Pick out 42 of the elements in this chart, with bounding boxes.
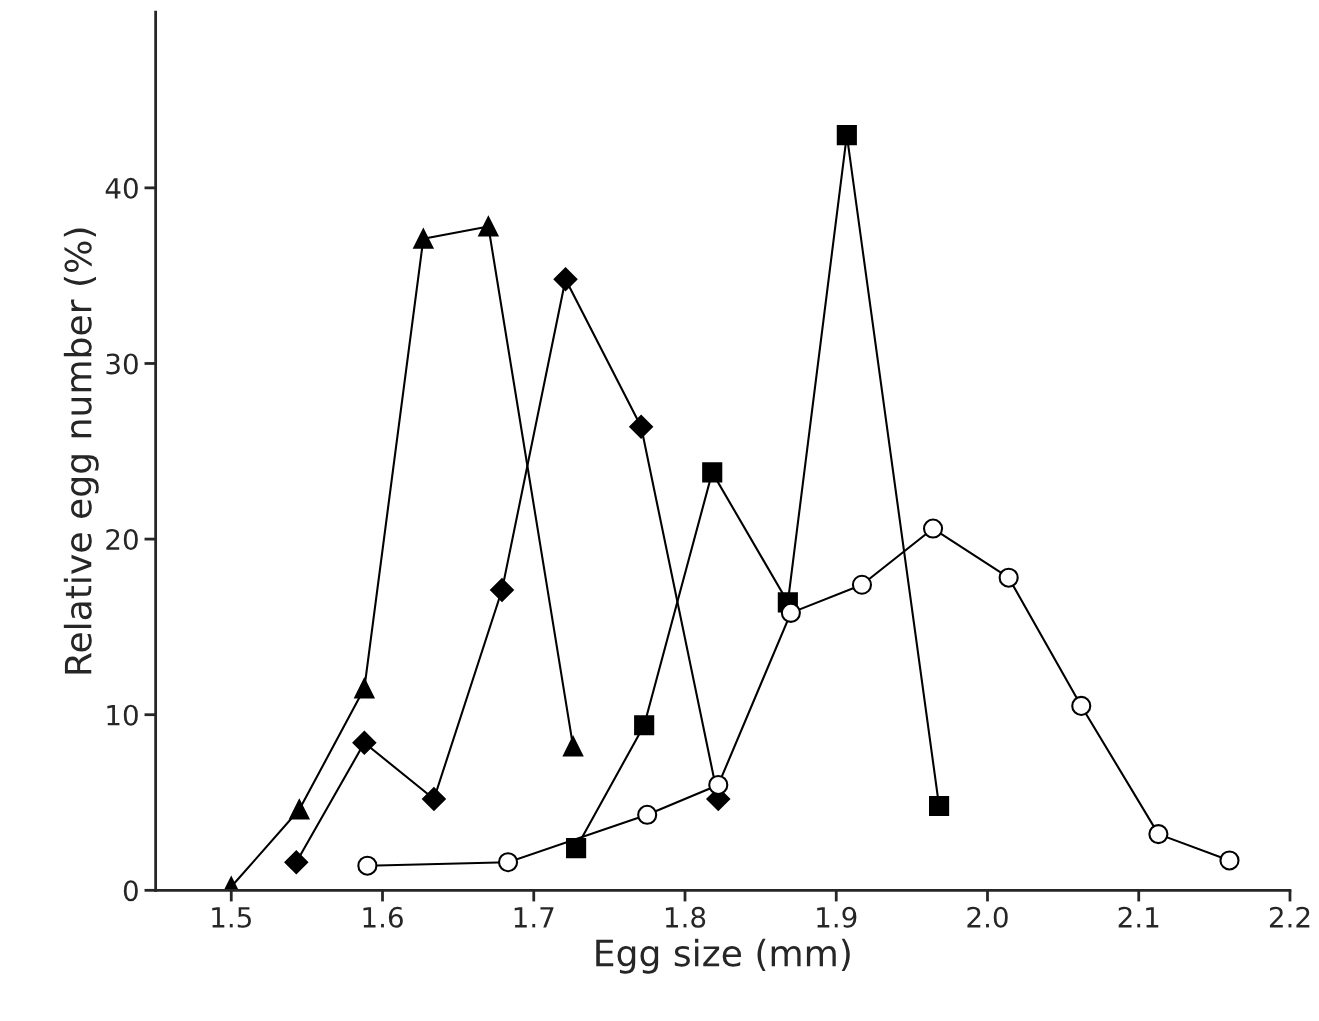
point <box>490 578 514 602</box>
x-tick-label: 1.6 <box>363 906 403 928</box>
x-tick-label: 2.1 <box>1118 906 1159 928</box>
y-tick-label: 30 <box>106 353 138 375</box>
point <box>354 678 375 699</box>
x-tick-label: 2.0 <box>967 906 1008 928</box>
x-tick-label: 1.7 <box>514 907 554 928</box>
point <box>708 774 729 796</box>
point <box>629 414 653 439</box>
point <box>357 855 378 876</box>
x-axis-title: Egg size (mm) <box>596 938 850 974</box>
point <box>352 730 377 755</box>
point <box>702 462 723 483</box>
point <box>289 799 310 820</box>
point <box>929 795 950 817</box>
point <box>780 602 801 623</box>
y-tick-label: 20 <box>106 529 138 551</box>
point <box>284 850 309 875</box>
point <box>1148 824 1169 845</box>
point <box>836 125 857 146</box>
point <box>922 518 944 539</box>
point <box>478 216 499 237</box>
y-axis-title: Relative egg number (%) <box>63 228 99 674</box>
point <box>422 787 446 811</box>
x-tick-label: 1.5 <box>212 907 251 928</box>
y-tick-label: 10 <box>107 704 138 726</box>
point <box>497 852 519 873</box>
point <box>637 804 658 825</box>
point <box>563 736 584 757</box>
point <box>851 574 873 595</box>
point <box>413 228 434 249</box>
point <box>566 838 587 859</box>
y-tick-label: 40 <box>105 177 138 199</box>
x-tick-label: 1.8 <box>665 906 706 928</box>
y-tick-label: 0 <box>123 880 138 902</box>
point <box>1071 695 1092 716</box>
x-tick-label: 2.2 <box>1269 906 1310 928</box>
point <box>634 715 655 736</box>
x-tick-label: 1.9 <box>817 906 857 928</box>
point <box>553 267 578 292</box>
point <box>998 567 1019 588</box>
point <box>1219 850 1240 871</box>
